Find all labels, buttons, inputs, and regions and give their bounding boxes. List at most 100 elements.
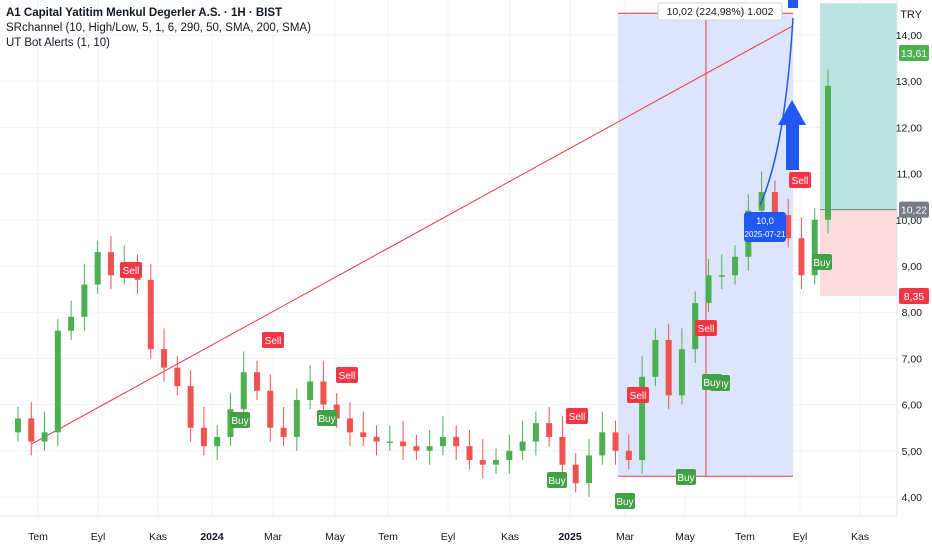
time-tick-label: Tem [28, 531, 48, 543]
candle-body[interactable] [466, 446, 473, 461]
candle-body[interactable] [54, 330, 61, 433]
signal-buy-badge[interactable] [547, 472, 567, 488]
candle-body[interactable] [811, 219, 818, 276]
candle-body[interactable] [678, 349, 685, 396]
candle-body[interactable] [293, 399, 300, 437]
signal-buy-badge[interactable] [230, 412, 250, 428]
price-badge-label: 10,22 [901, 205, 927, 217]
time-tick-label: Kas [149, 531, 167, 543]
candle-body[interactable] [665, 339, 672, 396]
candle-body[interactable] [825, 85, 831, 220]
time-tick-label: Eyl [91, 531, 106, 543]
time-tick-label: 2025 [558, 531, 582, 543]
candle-body[interactable] [532, 423, 539, 442]
candle-body[interactable] [28, 418, 35, 442]
candle-body[interactable] [493, 460, 500, 465]
time-tick-label: Tem [378, 531, 398, 543]
candle-body[interactable] [453, 436, 460, 447]
signal-sell-label: Sell [123, 266, 140, 277]
candle-body[interactable] [346, 418, 353, 433]
price-badge-label: 8,35 [904, 291, 925, 303]
candle-body[interactable] [200, 427, 207, 447]
candle-body[interactable] [386, 441, 393, 444]
candle-body[interactable] [426, 446, 433, 451]
candle-body[interactable] [81, 284, 88, 317]
signal-sell-badge[interactable] [336, 367, 358, 383]
candle-body[interactable] [373, 436, 380, 442]
candle-body[interactable] [771, 192, 778, 216]
indicator-utbot[interactable]: UT Bot Alerts (1, 10) [6, 37, 110, 49]
candle-body[interactable] [585, 455, 592, 484]
candle-body[interactable] [479, 460, 486, 465]
signal-sell-badge[interactable] [695, 320, 717, 336]
measure-label-box[interactable] [657, 2, 783, 21]
time-tick-label: Kas [501, 531, 519, 543]
candle-body[interactable] [240, 372, 247, 410]
candle-body[interactable] [214, 436, 221, 447]
signal-buy-badge[interactable] [676, 469, 696, 485]
signal-buy-badge[interactable] [615, 493, 635, 509]
candle-body[interactable] [572, 464, 579, 484]
candle-body[interactable] [612, 432, 619, 451]
price-badge[interactable] [899, 45, 929, 62]
candle-body[interactable] [41, 432, 48, 442]
candle-body[interactable] [652, 339, 659, 377]
signal-buy-badge[interactable] [317, 410, 337, 426]
candle-body[interactable] [439, 436, 446, 447]
candle-body[interactable] [732, 256, 739, 276]
bar-marker-box[interactable] [744, 212, 786, 242]
indicator-srchannel[interactable]: SRchannel (10, High/Low, 5, 1, 6, 290, 5… [6, 22, 311, 34]
measure-label: 10,02 (224,98%) 1.002 [667, 6, 774, 18]
candle-body[interactable] [68, 316, 75, 331]
candle-body[interactable] [267, 390, 274, 428]
candle-body[interactable] [161, 349, 168, 368]
candle-body[interactable] [360, 432, 367, 437]
candle-body[interactable] [413, 446, 420, 451]
price-axis[interactable] [897, 0, 932, 550]
candle-body[interactable] [174, 367, 181, 387]
signal-sell-badge[interactable] [262, 332, 284, 348]
price-badge[interactable] [899, 288, 929, 305]
candle-body[interactable] [280, 427, 287, 437]
candle-body[interactable] [546, 423, 553, 437]
time-tick-label: May [675, 531, 696, 543]
position-stop-zone[interactable] [820, 209, 897, 297]
candle-body[interactable] [147, 279, 154, 350]
candle-body[interactable] [107, 252, 114, 276]
candle-body[interactable] [506, 450, 513, 461]
price-tick-label: 6,00 [902, 400, 923, 412]
candle-body[interactable] [320, 381, 327, 405]
currency-label[interactable]: TRY [900, 9, 922, 21]
candle-body[interactable] [400, 441, 407, 447]
signal-sell-badge[interactable] [566, 408, 588, 424]
candle-body[interactable] [705, 275, 712, 303]
candle-body[interactable] [307, 381, 314, 400]
candle-body[interactable] [187, 386, 194, 428]
signal-buy-badge[interactable] [702, 374, 722, 390]
candle-body[interactable] [559, 436, 566, 465]
signal-sell-badge[interactable] [120, 262, 142, 278]
candle-body[interactable] [639, 376, 646, 461]
candle-body[interactable] [798, 238, 805, 276]
candle-body[interactable] [599, 432, 606, 456]
symbol-title[interactable]: A1 Capital Yatitim Menkul Degerler A.S. … [6, 7, 283, 19]
signal-sell-badge[interactable] [789, 172, 811, 188]
candle-body[interactable] [718, 275, 725, 277]
candle-body[interactable] [785, 215, 792, 239]
up-arrow-icon[interactable] [778, 100, 806, 170]
candle-body[interactable] [254, 372, 261, 391]
candle-body[interactable] [94, 252, 101, 285]
trend-line[interactable] [31, 25, 794, 445]
signal-sell-badge[interactable] [627, 387, 649, 403]
bar-marker-date: 2025-07-21 [745, 230, 786, 239]
candle-body[interactable] [625, 450, 632, 461]
candle-body[interactable] [15, 418, 21, 433]
candle-body[interactable] [519, 441, 526, 451]
signal-sell-label: Sell [630, 391, 647, 402]
price-badge[interactable] [899, 201, 929, 218]
signal-buy-badge[interactable] [812, 254, 832, 270]
position-target-zone[interactable] [820, 3, 897, 210]
signal-sell-label: Sell [792, 176, 809, 187]
